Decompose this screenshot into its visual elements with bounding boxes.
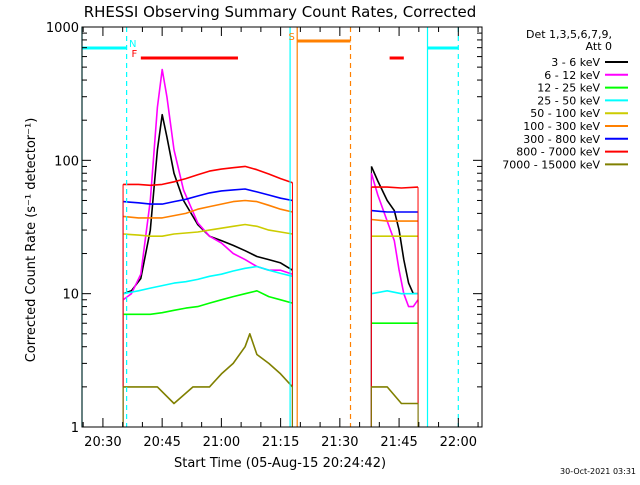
flag-label-N: N (129, 39, 136, 50)
y-tick-label-1: 10 (62, 288, 79, 303)
flag-label-S: S (288, 32, 294, 43)
series-line-2-0 (123, 289, 293, 316)
series-line-6-0 (123, 188, 293, 205)
series-line-1-1 (370, 173, 419, 308)
chart-title: RHESSI Observing Summary Count Rates, Co… (84, 3, 477, 21)
series-line-4-0 (123, 223, 293, 237)
plot-area: NF S 1 10 100 1000 20:30 20:45 21:00 21:15 21:30 21… (46, 21, 483, 450)
legend-header-1: Att 0 (586, 40, 612, 53)
y-tick-label-2: 100 (54, 154, 79, 169)
y-tick-label-0: 1 (71, 421, 79, 436)
x-tick-label-3: 21:15 (262, 435, 299, 450)
series-line-6-1 (371, 209, 418, 213)
series-line-8-1 (371, 386, 418, 405)
legend-label-8: 7000 - 15000 keV (502, 158, 600, 171)
series-line-8-0 (123, 332, 294, 405)
footer-timestamp: 30-Oct-2021 03:31 (560, 467, 636, 476)
x-tick-label-5: 21:45 (380, 435, 417, 450)
flag-label-F: F (132, 49, 138, 60)
y-axis-label: Corrected Count Rate (s⁻¹ detector⁻¹) (24, 118, 39, 363)
legend-label-5: 100 - 300 keV (523, 120, 600, 133)
y-tick-label-3: 1000 (46, 21, 79, 36)
series-line-7-0 (123, 165, 293, 187)
legend-label-4: 50 - 100 keV (530, 107, 600, 120)
x-axis-label: Start Time (05-Aug-15 20:24:42) (174, 456, 386, 471)
legend-label-7: 800 - 7000 keV (516, 146, 600, 159)
legend-label-2: 12 - 25 keV (537, 82, 600, 95)
x-tick-label-2: 21:00 (203, 435, 240, 450)
x-tick-label-0: 20:30 (84, 435, 121, 450)
legend-label-3: 25 - 50 keV (537, 94, 600, 107)
x-tick-label-4: 21:30 (321, 435, 358, 450)
plot-frame (81, 26, 483, 428)
series-line-5-1 (371, 218, 418, 222)
x-tick-label-6: 22:00 (440, 435, 477, 450)
series-line-3-0 (122, 265, 293, 295)
series-line-7-1 (371, 186, 419, 189)
legend-header-0: Det 1,3,5,6,7,9, (526, 28, 612, 41)
legend-label-1: 6 - 12 keV (544, 69, 600, 82)
series-line-5-0 (123, 199, 293, 219)
legend-label-0: 3 - 6 keV (551, 56, 600, 69)
series-line-3-1 (371, 289, 418, 295)
x-tick-label-1: 20:45 (143, 435, 180, 450)
legend-label-6: 300 - 800 keV (523, 133, 600, 146)
